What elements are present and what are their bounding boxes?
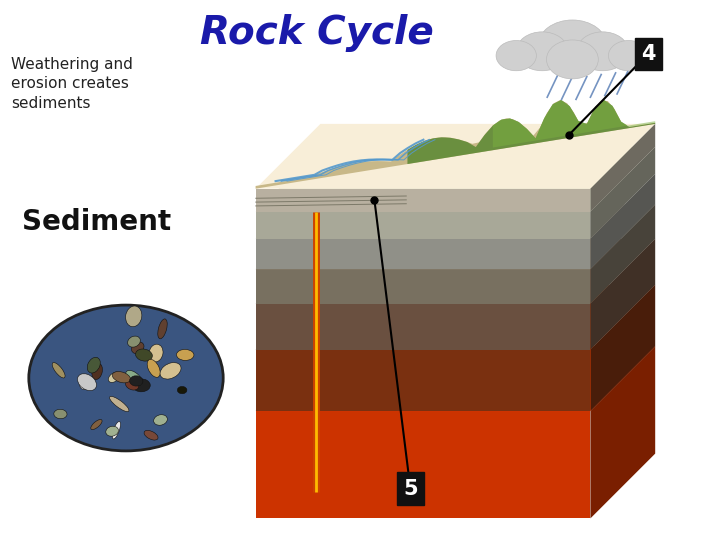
Ellipse shape (52, 362, 65, 378)
Ellipse shape (160, 362, 181, 379)
Polygon shape (256, 285, 655, 350)
Text: Weathering and
erosion creates
sediments: Weathering and erosion creates sediments (11, 57, 132, 111)
Polygon shape (256, 239, 590, 269)
Polygon shape (590, 346, 655, 518)
Circle shape (516, 32, 568, 71)
Circle shape (608, 40, 649, 71)
Ellipse shape (130, 376, 143, 386)
Polygon shape (256, 205, 655, 269)
Ellipse shape (125, 306, 142, 327)
Polygon shape (493, 100, 655, 147)
Ellipse shape (54, 409, 67, 418)
Text: 4: 4 (641, 44, 655, 64)
Polygon shape (408, 100, 655, 164)
Polygon shape (590, 239, 655, 350)
Ellipse shape (112, 372, 130, 383)
Circle shape (29, 305, 223, 451)
Ellipse shape (112, 421, 120, 439)
Text: 5: 5 (403, 478, 418, 499)
Polygon shape (256, 269, 590, 303)
Polygon shape (256, 188, 590, 212)
Ellipse shape (158, 319, 167, 339)
Ellipse shape (87, 357, 100, 373)
Ellipse shape (176, 349, 194, 360)
Circle shape (538, 20, 607, 72)
Ellipse shape (108, 372, 120, 382)
Circle shape (496, 40, 536, 71)
Ellipse shape (91, 420, 102, 430)
Ellipse shape (127, 336, 140, 347)
Ellipse shape (132, 342, 144, 354)
Ellipse shape (92, 363, 102, 380)
Ellipse shape (177, 387, 187, 394)
Circle shape (546, 40, 598, 79)
Polygon shape (256, 100, 655, 188)
Polygon shape (256, 174, 655, 239)
Ellipse shape (125, 380, 139, 390)
Polygon shape (590, 147, 655, 239)
Polygon shape (590, 124, 655, 212)
Circle shape (577, 32, 629, 71)
Polygon shape (256, 411, 590, 518)
Ellipse shape (132, 379, 150, 392)
Ellipse shape (147, 359, 160, 377)
Polygon shape (590, 205, 655, 303)
Ellipse shape (153, 415, 167, 426)
Polygon shape (256, 124, 655, 188)
Ellipse shape (149, 344, 163, 362)
Ellipse shape (106, 426, 119, 436)
Polygon shape (256, 239, 655, 303)
Ellipse shape (135, 349, 153, 361)
Ellipse shape (78, 374, 96, 390)
Ellipse shape (109, 396, 129, 411)
Polygon shape (256, 212, 590, 239)
Ellipse shape (80, 382, 89, 389)
Polygon shape (590, 174, 655, 269)
Polygon shape (256, 147, 655, 212)
Polygon shape (256, 346, 655, 411)
Text: Rock Cycle: Rock Cycle (200, 14, 433, 51)
Ellipse shape (125, 370, 142, 386)
Polygon shape (590, 285, 655, 411)
Text: Sediment: Sediment (22, 208, 171, 236)
Ellipse shape (144, 430, 158, 440)
Polygon shape (256, 303, 590, 350)
Polygon shape (256, 350, 590, 411)
